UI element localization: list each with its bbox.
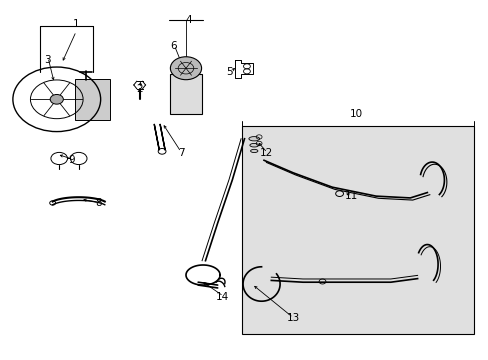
FancyBboxPatch shape [75,78,109,120]
FancyBboxPatch shape [242,126,473,334]
Ellipse shape [250,149,257,153]
Circle shape [170,57,201,80]
Circle shape [50,94,63,104]
Text: 3: 3 [43,55,50,65]
Text: 10: 10 [349,109,363,119]
Text: 5: 5 [226,67,233,77]
Text: 7: 7 [178,148,184,158]
Text: 1: 1 [73,19,80,29]
Text: 8: 8 [95,198,102,208]
Text: 4: 4 [185,15,191,26]
Text: 6: 6 [170,41,177,50]
FancyBboxPatch shape [169,74,202,114]
Text: 2: 2 [136,84,142,94]
Text: 14: 14 [216,292,229,302]
Text: 12: 12 [259,148,272,158]
Text: 9: 9 [68,155,75,165]
Ellipse shape [248,136,259,141]
Ellipse shape [249,143,258,147]
Text: 13: 13 [286,313,299,323]
Text: 11: 11 [345,191,358,201]
